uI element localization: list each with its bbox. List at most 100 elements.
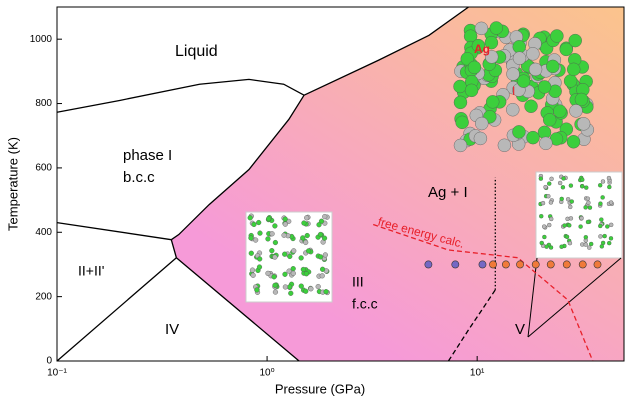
- atom: [272, 239, 279, 246]
- atom: [282, 216, 288, 222]
- atom: [254, 287, 260, 293]
- phase-boundary: [175, 257, 300, 362]
- atom: [528, 62, 543, 77]
- atom: [607, 240, 612, 246]
- atom: [308, 286, 314, 292]
- atom: [524, 99, 538, 113]
- atom: [305, 248, 312, 254]
- atom: [272, 254, 278, 260]
- atom: [323, 289, 329, 295]
- atom: [568, 204, 573, 210]
- atom: [512, 40, 526, 54]
- atom: [453, 138, 468, 153]
- atom: [569, 199, 574, 204]
- atom: [599, 217, 604, 222]
- y-axis-label: Temperature (K): [5, 137, 20, 231]
- atom: [322, 252, 328, 258]
- atom: [266, 216, 272, 222]
- atom: [474, 21, 489, 36]
- plot-frame: [56, 6, 625, 362]
- atom: [567, 223, 572, 228]
- atom: [317, 254, 324, 260]
- callout: [527, 257, 538, 338]
- data-point: [501, 260, 510, 269]
- atom: [569, 104, 583, 118]
- atom: [287, 253, 293, 260]
- atom: [317, 231, 324, 238]
- atom: [253, 237, 259, 243]
- atom: [599, 244, 605, 249]
- x-axis-label: Pressure (GPa): [275, 381, 365, 396]
- atom: [473, 131, 488, 146]
- phase-boundary: [303, 6, 469, 96]
- atom: [291, 248, 297, 254]
- region-label: b.c.c: [123, 169, 155, 186]
- atom: [567, 62, 581, 77]
- atom: [559, 196, 564, 202]
- y-tick-label: 800: [35, 98, 52, 109]
- atom: [512, 125, 526, 139]
- atom: [586, 200, 591, 205]
- atom: [272, 223, 278, 229]
- atom: [553, 104, 567, 118]
- atom: [322, 213, 328, 220]
- atom: [538, 176, 544, 181]
- atom: [506, 103, 520, 117]
- atom: [585, 219, 591, 225]
- atom: [598, 201, 603, 206]
- atom: [290, 270, 296, 276]
- atom: [455, 115, 469, 130]
- atom: [563, 74, 578, 88]
- atom: [568, 183, 574, 188]
- atom: [568, 33, 582, 48]
- atom: [318, 218, 325, 224]
- atom: [287, 284, 293, 290]
- atom: [298, 255, 304, 261]
- atom: [453, 79, 467, 94]
- atom: [609, 222, 614, 228]
- atom: [303, 239, 309, 246]
- atom: [598, 234, 603, 239]
- data-point: [546, 260, 555, 269]
- region-label: f.c.c: [352, 296, 378, 312]
- atom: [319, 266, 326, 272]
- atom: [579, 215, 584, 221]
- data-point: [578, 260, 587, 269]
- atom: [251, 221, 257, 228]
- atom: [248, 250, 254, 256]
- atom: [250, 272, 256, 278]
- atom: [580, 184, 585, 189]
- data-point: [478, 260, 487, 269]
- atom: [564, 234, 570, 240]
- atom: [602, 233, 607, 239]
- atom: [559, 244, 564, 249]
- phase-boundary: [56, 78, 305, 113]
- atom: [288, 290, 294, 296]
- y-tick-label: 600: [35, 163, 52, 174]
- atom: [286, 268, 292, 274]
- atom: [537, 80, 552, 94]
- atom: [539, 213, 544, 219]
- atom: [583, 205, 588, 210]
- region-label: phase I: [123, 147, 172, 164]
- atom: [304, 232, 310, 239]
- data-point: [593, 260, 602, 269]
- atom: [506, 67, 520, 81]
- atom: [580, 177, 585, 182]
- data-point: [516, 260, 524, 269]
- atom: [568, 216, 574, 221]
- atom: [576, 117, 591, 131]
- atom: [549, 176, 554, 182]
- data-point: [562, 260, 571, 269]
- atom: [544, 244, 549, 249]
- atom: [584, 185, 589, 190]
- phase-boundary: [56, 257, 177, 362]
- region-label: IV: [165, 321, 179, 338]
- atom: [303, 271, 310, 277]
- atom: [298, 283, 304, 289]
- atom: [539, 240, 544, 246]
- atom: [574, 92, 589, 107]
- atom: [300, 235, 306, 241]
- atom: [489, 21, 504, 35]
